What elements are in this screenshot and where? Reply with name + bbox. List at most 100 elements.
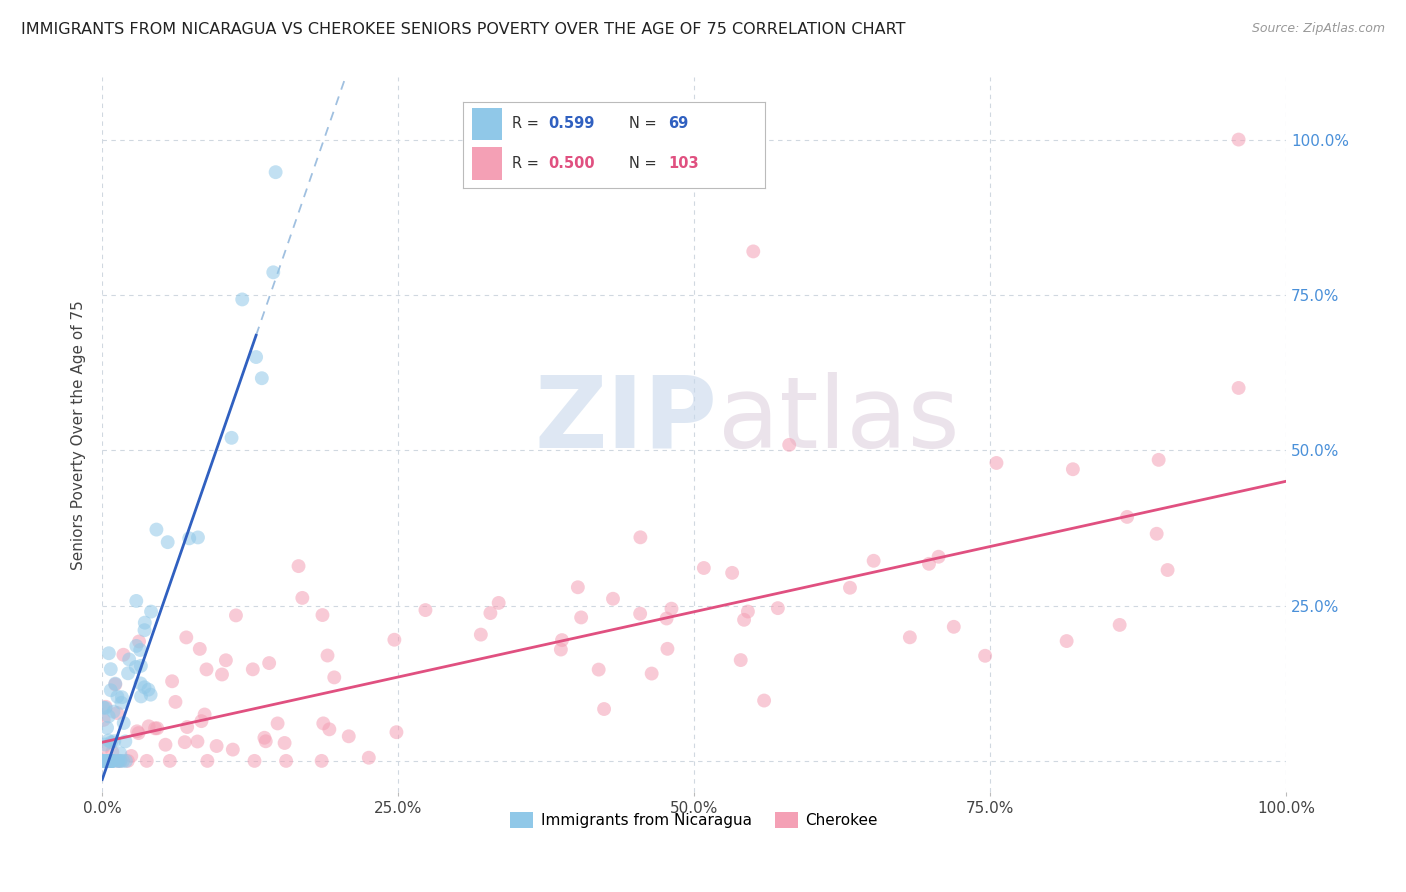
Point bbox=[1227, 381, 1250, 395]
Point bbox=[98, 754, 121, 768]
Y-axis label: Seniors Poverty Over the Age of 75: Seniors Poverty Over the Age of 75 bbox=[72, 300, 86, 570]
Point bbox=[250, 371, 273, 385]
Point bbox=[97, 754, 120, 768]
Point bbox=[693, 561, 716, 575]
Point bbox=[110, 754, 132, 768]
Point bbox=[110, 747, 132, 761]
Point bbox=[94, 754, 117, 768]
Point bbox=[129, 643, 152, 657]
Point bbox=[316, 648, 339, 663]
Point bbox=[311, 754, 333, 768]
Point bbox=[98, 754, 121, 768]
Point bbox=[107, 754, 129, 768]
Point bbox=[125, 724, 148, 739]
Point bbox=[986, 456, 1008, 470]
Point bbox=[100, 754, 122, 768]
Point bbox=[110, 696, 132, 710]
Point bbox=[97, 646, 120, 660]
Point bbox=[100, 754, 122, 768]
Point bbox=[357, 750, 380, 764]
Point bbox=[291, 591, 314, 605]
Text: Source: ZipAtlas.com: Source: ZipAtlas.com bbox=[1251, 22, 1385, 36]
Point bbox=[117, 666, 139, 681]
Point bbox=[778, 438, 800, 452]
Point bbox=[104, 677, 127, 691]
Point bbox=[129, 658, 152, 673]
Point bbox=[385, 725, 408, 739]
Point bbox=[839, 581, 862, 595]
Point bbox=[112, 716, 135, 731]
Point bbox=[100, 754, 122, 768]
Point bbox=[115, 754, 138, 768]
Text: atlas: atlas bbox=[717, 372, 959, 469]
Point bbox=[721, 566, 744, 580]
Point bbox=[195, 662, 218, 676]
Point bbox=[567, 580, 589, 594]
Point bbox=[112, 648, 135, 662]
Point bbox=[187, 531, 209, 545]
Point bbox=[101, 754, 124, 768]
Point bbox=[107, 754, 129, 768]
Point bbox=[93, 754, 115, 768]
Point bbox=[253, 731, 276, 745]
Point bbox=[264, 165, 287, 179]
Point bbox=[942, 620, 965, 634]
Point bbox=[97, 733, 120, 747]
Point bbox=[205, 739, 228, 753]
Point bbox=[120, 749, 142, 764]
Point bbox=[135, 754, 157, 768]
Point bbox=[1116, 509, 1139, 524]
Point bbox=[488, 596, 510, 610]
Point bbox=[125, 594, 148, 608]
Point bbox=[928, 549, 950, 564]
Point bbox=[107, 690, 129, 704]
Point bbox=[242, 662, 264, 676]
Point bbox=[628, 530, 651, 544]
Text: ZIP: ZIP bbox=[534, 372, 717, 469]
Point bbox=[186, 734, 208, 748]
Point bbox=[337, 729, 360, 743]
Point bbox=[93, 754, 115, 768]
Point bbox=[128, 634, 150, 648]
Point bbox=[94, 754, 117, 768]
Point bbox=[657, 641, 679, 656]
Point bbox=[93, 700, 115, 714]
Point bbox=[125, 639, 148, 653]
Point bbox=[100, 662, 122, 676]
Point bbox=[134, 623, 156, 637]
Legend: Immigrants from Nicaragua, Cherokee: Immigrants from Nicaragua, Cherokee bbox=[505, 806, 884, 834]
Point bbox=[114, 734, 136, 748]
Point bbox=[143, 722, 166, 736]
Point bbox=[138, 719, 160, 733]
Point bbox=[176, 720, 198, 734]
Point bbox=[188, 641, 211, 656]
Point bbox=[94, 701, 117, 715]
Point bbox=[311, 608, 333, 623]
Point bbox=[243, 754, 266, 768]
Point bbox=[766, 601, 789, 615]
Point bbox=[661, 601, 683, 615]
Point bbox=[139, 605, 162, 619]
Point bbox=[129, 676, 152, 690]
Point bbox=[318, 723, 340, 737]
Point bbox=[221, 431, 243, 445]
Point bbox=[312, 716, 335, 731]
Point bbox=[602, 591, 624, 606]
Point bbox=[105, 706, 128, 720]
Point bbox=[117, 754, 139, 768]
Point bbox=[134, 680, 156, 694]
Point bbox=[628, 607, 651, 621]
Point bbox=[139, 688, 162, 702]
Point bbox=[1056, 634, 1078, 648]
Point bbox=[274, 754, 297, 768]
Point bbox=[159, 754, 181, 768]
Point bbox=[101, 754, 124, 768]
Point bbox=[254, 734, 277, 748]
Point bbox=[100, 735, 122, 749]
Point bbox=[97, 709, 120, 723]
Point bbox=[94, 738, 117, 752]
Point bbox=[257, 656, 280, 670]
Point bbox=[179, 532, 201, 546]
Point bbox=[262, 265, 284, 279]
Point bbox=[103, 754, 125, 768]
